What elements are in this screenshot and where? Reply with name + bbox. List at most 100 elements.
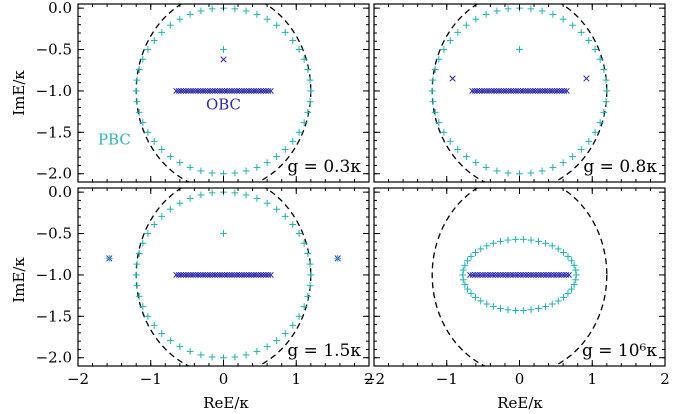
obc-point: [522, 87, 529, 94]
obc-point: [469, 87, 476, 94]
pbc-point: [535, 237, 542, 245]
obc-point: [520, 87, 527, 94]
pbc-point: [295, 230, 303, 237]
pbc-point: [497, 305, 504, 312]
obc-point-b: [497, 271, 504, 278]
obc-point: [486, 87, 493, 94]
pbc-point: [446, 137, 454, 145]
obc-point: [187, 87, 194, 94]
obc-point-b: [471, 87, 478, 94]
pbc-point: [454, 146, 462, 153]
obc-point: [583, 75, 590, 82]
pbc-point: [197, 167, 205, 175]
plot-area: [105, 188, 342, 366]
obc-point: [182, 271, 189, 278]
pbc-point: [519, 307, 527, 314]
obc-point: [540, 271, 547, 278]
pbc-point: [208, 353, 216, 361]
pbc-point: [461, 281, 469, 288]
obc-point: [488, 87, 495, 94]
obc-point-b: [192, 87, 199, 94]
obc-point: [219, 271, 226, 278]
plot-area: [431, 188, 608, 366]
y-tick-label: −2.0: [36, 165, 72, 183]
obc-point: [224, 271, 231, 278]
obc-point-b: [185, 87, 192, 94]
pbc-point: [472, 15, 480, 23]
obc-point: [197, 271, 204, 278]
pbc-point: [208, 189, 216, 197]
panel-g-label: g = 10⁶κ: [582, 341, 657, 361]
pbc-point: [489, 303, 497, 310]
obc-point: [190, 271, 197, 278]
pbc-point: [519, 236, 527, 243]
pbc-annotation: PBC: [98, 131, 131, 149]
obc-point-b: [175, 271, 182, 278]
pbc-point: [429, 76, 437, 84]
obc-point: [221, 87, 228, 94]
obc-point-b: [563, 271, 570, 278]
obc-point-b: [260, 87, 267, 94]
obc-point: [479, 271, 486, 278]
pbc-point: [459, 266, 467, 274]
pbc-point: [512, 236, 520, 243]
pbc-point: [295, 46, 303, 53]
obc-point: [260, 87, 267, 94]
obc-point: [207, 271, 214, 278]
plot-area: [428, 4, 611, 182]
pbc-point: [139, 239, 147, 247]
obc-point-b: [265, 271, 272, 278]
pbc-point: [462, 153, 470, 161]
obc-point-b: [533, 271, 539, 278]
obc-point-b: [250, 87, 257, 94]
pbc-point: [273, 153, 281, 161]
obc-point-b: [520, 271, 527, 278]
obc-point-b: [207, 87, 214, 94]
obc-point: [243, 87, 250, 94]
obc-point-b: [529, 87, 536, 94]
pbc-point: [464, 285, 471, 293]
obc-point-b: [219, 87, 226, 94]
obc-point-b: [236, 271, 243, 278]
pbc-point: [186, 11, 194, 18]
y-tick-label: −1.5: [36, 123, 72, 141]
pbc-point: [158, 212, 166, 220]
pbc-point: [144, 46, 152, 53]
obc-point: [226, 87, 233, 94]
obc-point: [566, 271, 572, 278]
obc-point-b: [508, 87, 514, 94]
obc-point: [238, 271, 245, 278]
pbc-point: [564, 253, 572, 260]
y-tick-label: −2.0: [36, 349, 72, 367]
x-tick-label: −1: [436, 370, 458, 388]
pbc-point: [135, 108, 143, 116]
obc-point: [233, 271, 240, 278]
pbc-point: [253, 195, 261, 202]
obc-point: [542, 87, 548, 94]
obc-point-b: [253, 271, 260, 278]
obc-point-b: [481, 87, 488, 94]
obc-point: [551, 87, 558, 94]
x-tick-label: −2: [67, 370, 89, 388]
pbc-point: [133, 76, 141, 84]
obc-point: [178, 87, 185, 94]
pbc-point: [306, 260, 314, 268]
obc-point-b: [553, 271, 560, 278]
pbc-point: [289, 37, 297, 44]
pbc-point: [307, 271, 315, 279]
obc-point: [515, 271, 522, 278]
obc-point: [525, 271, 532, 278]
pbc-point: [158, 330, 166, 337]
obc-point: [260, 271, 267, 278]
obc-point-b: [563, 87, 570, 94]
obc-point: [224, 87, 231, 94]
axis-labels: ImE/κ ImE/κ ReE/κ ReE/κ: [10, 70, 543, 412]
pbc-point: [504, 236, 512, 244]
obc-point: [555, 271, 562, 278]
pbc-point: [166, 21, 174, 29]
obc-point-b: [180, 271, 187, 278]
obc-point: [182, 87, 189, 94]
pbc-point: [139, 55, 147, 63]
obc-point: [209, 87, 216, 94]
pbc-point: [166, 337, 174, 345]
